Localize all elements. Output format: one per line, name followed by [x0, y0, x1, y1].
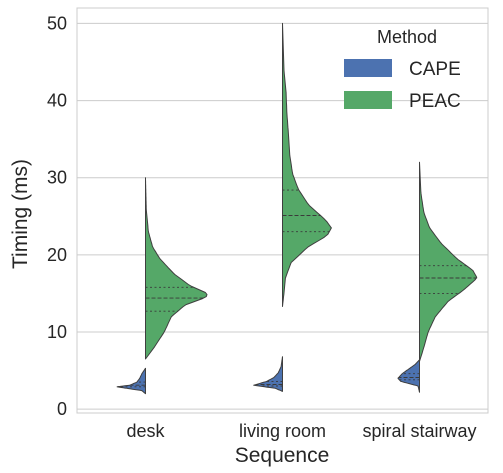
y-tick-label: 10 — [47, 322, 67, 342]
y-tick-label: 40 — [47, 91, 67, 111]
violin-cape — [117, 367, 146, 395]
legend-swatch-cape — [344, 59, 392, 77]
legend-title: Method — [377, 27, 437, 47]
x-tick-labels: desk living room spiral stairway — [126, 421, 476, 441]
legend-swatch-peac — [344, 91, 392, 109]
y-tick-label: 50 — [47, 13, 67, 33]
violin-cape — [397, 359, 420, 393]
legend-label-cape: CAPE — [409, 59, 461, 80]
violin-peac — [145, 177, 208, 360]
violins — [117, 22, 478, 395]
violin-peac — [419, 161, 478, 362]
plot-frame — [76, 7, 489, 414]
legend: Method CAPE PEAC — [344, 27, 461, 112]
violin-peac — [282, 22, 332, 307]
x-tick-label: living room — [239, 421, 326, 441]
quartile-lines — [116, 189, 478, 388]
y-tick-label: 20 — [47, 245, 67, 265]
legend-label-peac: PEAC — [409, 91, 461, 112]
y-tick-label: 30 — [47, 168, 67, 188]
violin-cape — [253, 356, 283, 392]
y-tick-label: 0 — [57, 399, 67, 419]
x-axis-label: Sequence — [235, 444, 330, 467]
y-axis-label: Timing (ms) — [9, 159, 32, 269]
y-tick-labels: 0 10 20 30 40 50 — [47, 13, 67, 419]
x-tick-label: desk — [126, 421, 165, 441]
x-tick-label: spiral stairway — [362, 421, 476, 441]
